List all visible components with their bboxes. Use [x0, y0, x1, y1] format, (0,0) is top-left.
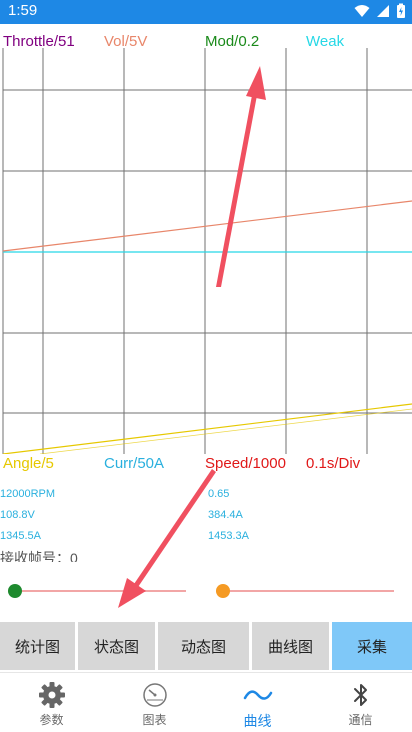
- legend-speed: Speed/1000: [205, 455, 286, 472]
- status-bar: 1:59: [0, 0, 412, 24]
- readout-speed: 12000RPM: [0, 488, 56, 500]
- legend-angle: Angle/5: [3, 455, 54, 472]
- battery-icon: [397, 3, 405, 18]
- tab-state[interactable]: 状态图: [78, 622, 155, 670]
- curve-chart: [2, 48, 412, 454]
- angle-curve-shadow: [39, 408, 412, 454]
- nav-charts[interactable]: 图表: [103, 673, 206, 732]
- chart-grid: [2, 48, 412, 454]
- tab-statistics[interactable]: 统计图: [0, 622, 75, 670]
- bottom-nav: 参数 图表 曲线 通信: [0, 672, 412, 732]
- legend-curr: Curr/50A: [104, 455, 165, 472]
- slider-right-thumb[interactable]: [216, 584, 230, 598]
- nav-comms[interactable]: 通信: [309, 673, 412, 732]
- vol-curve: [2, 200, 412, 252]
- slider-left[interactable]: [8, 581, 186, 601]
- legend-throttle: Throttle/51: [3, 33, 75, 50]
- nav-charts-label: 图表: [142, 713, 167, 727]
- nav-params-label: 参数: [39, 713, 64, 727]
- mode-tab-bar: 统计图 状态图 动态图 曲线图 采集: [0, 622, 412, 670]
- tab-capture[interactable]: 采集: [332, 622, 412, 670]
- nav-comms-label: 通信: [348, 713, 373, 727]
- signal-icon: [377, 5, 389, 17]
- slider-left-thumb[interactable]: [8, 584, 22, 598]
- readout-current-left: 1345.5A: [0, 530, 41, 542]
- tab-dynamic[interactable]: 动态图: [158, 622, 249, 670]
- bluetooth-icon: [351, 681, 371, 709]
- gauge-icon: [141, 681, 169, 709]
- status-icons: [354, 3, 406, 19]
- legend-mod: Mod/0.2: [205, 33, 260, 50]
- legend-div: 0.1s/Div: [306, 455, 361, 472]
- nav-curves[interactable]: 曲线: [206, 673, 309, 732]
- wifi-icon: [354, 5, 370, 17]
- nav-curves-label: 曲线: [243, 714, 272, 730]
- tab-curve[interactable]: 曲线图: [252, 622, 329, 670]
- wave-icon: [243, 681, 273, 709]
- angle-curve: [2, 403, 412, 454]
- status-time: 1:59: [8, 2, 38, 19]
- readout-current-right: 384.4A: [208, 509, 243, 521]
- frame-count: 接收帧号：0: [0, 550, 78, 562]
- slider-right-track: [216, 590, 394, 592]
- readout-mod: 0.65: [208, 488, 230, 500]
- readout-voltage: 108.8V: [0, 509, 35, 521]
- slider-left-track: [8, 590, 186, 592]
- slider-right[interactable]: [216, 581, 394, 601]
- readout-current-peak: 1453.3A: [208, 530, 249, 542]
- legend-vol: Vol/5V: [104, 33, 148, 50]
- gear-icon: [38, 681, 66, 709]
- legend-weak: Weak: [306, 33, 345, 50]
- nav-params[interactable]: 参数: [0, 673, 103, 732]
